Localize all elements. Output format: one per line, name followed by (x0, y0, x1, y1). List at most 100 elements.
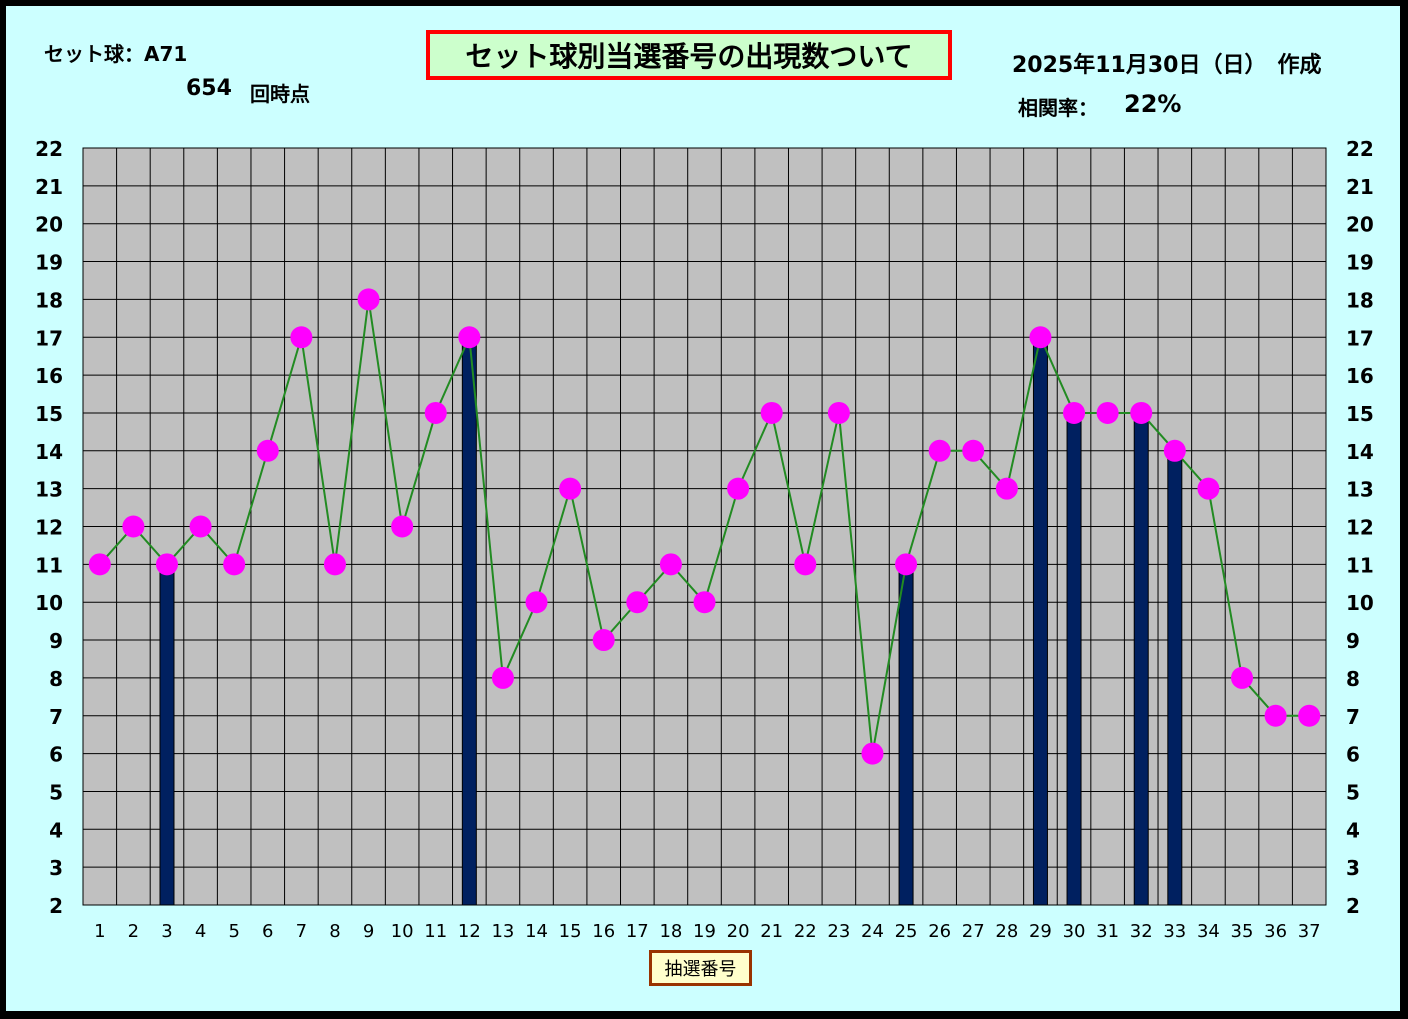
x-tick-label: 33 (1163, 921, 1186, 942)
x-tick-label: 29 (1029, 921, 1052, 942)
y-tick-label-left: 10 (35, 591, 63, 615)
y-tick-label-left: 13 (35, 478, 63, 502)
x-tick-label: 25 (895, 921, 918, 942)
x-tick-label: 23 (827, 921, 850, 942)
y-tick-label-left: 15 (35, 402, 63, 426)
x-tick-label: 5 (228, 921, 239, 942)
data-point (1231, 666, 1254, 689)
data-point (1130, 401, 1153, 424)
x-tick-label: 2 (128, 921, 139, 942)
x-tick-label: 17 (626, 921, 649, 942)
y-tick-label-left: 7 (49, 705, 63, 729)
y-tick-label-right: 6 (1346, 743, 1360, 767)
data-point (928, 439, 951, 462)
y-tick-label-right: 22 (1346, 137, 1374, 161)
y-tick-label-right: 13 (1346, 478, 1374, 502)
data-point (861, 742, 884, 765)
y-tick-label-right: 18 (1346, 288, 1374, 312)
data-point (290, 326, 313, 349)
x-tick-label: 21 (760, 921, 783, 942)
x-tick-label: 6 (262, 921, 273, 942)
y-tick-label-right: 11 (1346, 553, 1374, 577)
data-point (962, 439, 985, 462)
y-tick-label-right: 14 (1346, 440, 1374, 464)
y-tick-label-left: 5 (49, 780, 63, 804)
data-point (760, 401, 783, 424)
data-point (592, 629, 615, 652)
y-tick-label-right: 8 (1346, 667, 1360, 691)
x-tick-label: 35 (1231, 921, 1254, 942)
x-tick-label: 16 (592, 921, 615, 942)
y-tick-label-left: 3 (49, 856, 63, 880)
x-tick-label: 7 (296, 921, 307, 942)
x-tick-label: 19 (693, 921, 716, 942)
data-point (1063, 401, 1086, 424)
x-tick-label: 36 (1264, 921, 1287, 942)
y-tick-label-left: 22 (35, 137, 63, 161)
y-tick-label-left: 9 (49, 629, 63, 653)
correlation-value: 22% (1124, 90, 1182, 118)
data-point (1298, 704, 1321, 727)
data-point (357, 288, 380, 311)
data-point (995, 477, 1018, 500)
x-tick-label: 15 (559, 921, 582, 942)
y-tick-label-right: 4 (1346, 818, 1360, 842)
data-point (794, 553, 817, 576)
data-point (122, 515, 145, 538)
chart-title: セット球別当選番号の出現数ついて (426, 30, 952, 80)
set-ball-label: セット球：A71 (44, 42, 188, 66)
data-point (424, 401, 447, 424)
x-tick-label: 14 (525, 921, 548, 942)
data-point (458, 326, 481, 349)
x-tick-label: 30 (1063, 921, 1086, 942)
y-tick-label-left: 8 (49, 667, 63, 691)
data-point (1197, 477, 1220, 500)
data-point (491, 666, 514, 689)
y-tick-label-right: 3 (1346, 856, 1360, 880)
x-tick-label: 8 (329, 921, 340, 942)
x-tick-label: 22 (794, 921, 817, 942)
data-point (256, 439, 279, 462)
x-tick-label: 26 (928, 921, 951, 942)
y-tick-label-left: 4 (49, 818, 63, 842)
bar (159, 563, 175, 906)
y-tick-label-left: 19 (35, 251, 63, 275)
data-point (827, 401, 850, 424)
data-point (189, 515, 212, 538)
x-tick-label: 37 (1298, 921, 1321, 942)
x-tick-label: 13 (491, 921, 514, 942)
y-tick-label-right: 5 (1346, 780, 1360, 804)
y-tick-label-left: 17 (35, 326, 63, 350)
bar (1133, 412, 1149, 906)
y-tick-label-right: 12 (1346, 516, 1374, 540)
y-tick-label-right: 15 (1346, 402, 1374, 426)
data-point (659, 553, 682, 576)
x-tick-label: 10 (391, 921, 414, 942)
x-tick-label: 28 (995, 921, 1018, 942)
y-tick-label-left: 18 (35, 288, 63, 312)
y-tick-label-right: 9 (1346, 629, 1360, 653)
data-point (391, 515, 414, 538)
data-point (895, 553, 918, 576)
y-tick-label-left: 11 (35, 553, 63, 577)
data-point (693, 591, 716, 614)
data-point (223, 553, 246, 576)
draw-count: 654 (186, 76, 232, 101)
bar (898, 563, 914, 906)
y-tick-label-right: 7 (1346, 705, 1360, 729)
data-point (727, 477, 750, 500)
y-tick-label-right: 20 (1346, 213, 1374, 237)
data-point (525, 591, 548, 614)
x-tick-label: 11 (424, 921, 447, 942)
bar (461, 336, 477, 906)
bar (1066, 412, 1082, 906)
y-tick-label-right: 19 (1346, 251, 1374, 275)
y-tick-label-right: 17 (1346, 326, 1374, 350)
data-point (88, 553, 111, 576)
bar (1167, 450, 1183, 906)
y-tick-label-left: 12 (35, 516, 63, 540)
y-tick-label-left: 2 (49, 894, 63, 918)
x-tick-label: 27 (962, 921, 985, 942)
x-tick-label: 18 (659, 921, 682, 942)
x-tick-label: 24 (861, 921, 884, 942)
